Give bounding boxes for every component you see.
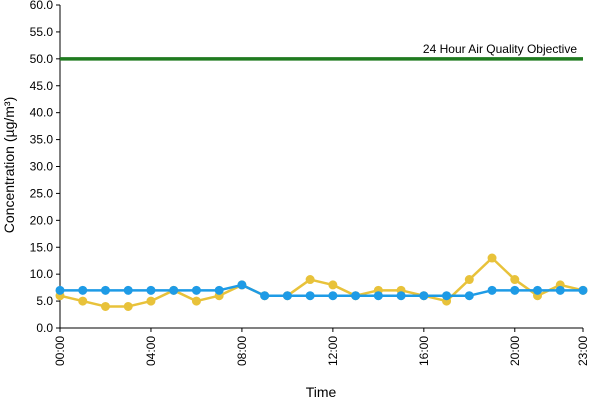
series-1-point bbox=[487, 253, 497, 263]
x-tick-label: 23:00 bbox=[576, 336, 590, 366]
series-2-point bbox=[351, 291, 361, 301]
series-2-point bbox=[419, 291, 429, 301]
series-group bbox=[55, 253, 588, 311]
series-2-point bbox=[533, 285, 543, 295]
series-1-point bbox=[100, 301, 110, 311]
series-1-point bbox=[146, 296, 156, 306]
y-axis-title: Concentration (µg/m³) bbox=[1, 97, 17, 233]
series-2-point bbox=[55, 285, 65, 295]
x-tick-label: 20:00 bbox=[508, 336, 522, 366]
series-2-point bbox=[487, 285, 497, 295]
series-2-point bbox=[191, 285, 201, 295]
y-tick-label: 45.0 bbox=[30, 79, 54, 93]
series-1-point bbox=[123, 301, 133, 311]
series-2-point bbox=[555, 285, 565, 295]
y-tick-label: 60.0 bbox=[30, 0, 54, 12]
y-tick-label: 30.0 bbox=[30, 160, 54, 174]
y-tick-label: 20.0 bbox=[30, 213, 54, 227]
series-2-point bbox=[282, 291, 292, 301]
y-tick-label: 40.0 bbox=[30, 106, 54, 120]
y-tick-label: 0.0 bbox=[36, 321, 53, 335]
series-2-line bbox=[60, 283, 583, 297]
series-1-point bbox=[78, 296, 88, 306]
y-tick-label: 10.0 bbox=[30, 267, 54, 281]
series-2-point bbox=[214, 285, 224, 295]
series-2-point bbox=[373, 291, 383, 301]
series-2-point bbox=[78, 285, 88, 295]
series-2-point bbox=[442, 291, 452, 301]
x-axis-ticks: 00:00 04:00 08:00 12:00 16:00 20:00 23:00 bbox=[53, 328, 590, 366]
series-1-point bbox=[510, 275, 520, 285]
series-1-point bbox=[191, 296, 201, 306]
y-tick-label: 55.0 bbox=[30, 25, 54, 39]
series-2-point bbox=[260, 291, 270, 301]
series-2-point bbox=[123, 285, 133, 295]
reference-line-group: 24 Hour Air Quality Objective bbox=[60, 42, 583, 61]
series-2-point bbox=[305, 291, 315, 301]
y-tick-label: 5.0 bbox=[36, 294, 53, 308]
series-2-point bbox=[146, 285, 156, 295]
y-tick-label: 25.0 bbox=[30, 186, 54, 200]
series-2-point bbox=[510, 285, 520, 295]
x-tick-label: 16:00 bbox=[417, 336, 431, 366]
series-2-point bbox=[578, 285, 588, 295]
series-1-point bbox=[328, 280, 338, 290]
y-tick-label: 35.0 bbox=[30, 133, 54, 147]
series-1-point bbox=[464, 275, 474, 285]
series-1-point bbox=[305, 275, 315, 285]
series-2-point bbox=[464, 291, 474, 301]
y-axis-ticks: 0.0 5.0 10.0 15.0 20.0 25.0 30.0 35.0 40.0 45.0 50… bbox=[30, 0, 60, 335]
x-tick-label: 12:00 bbox=[326, 336, 340, 366]
x-axis-title: Time bbox=[306, 384, 337, 400]
series-2-point bbox=[396, 291, 406, 301]
series-1-line bbox=[59, 256, 584, 308]
series-2-point bbox=[237, 280, 247, 290]
x-tick-label: 00:00 bbox=[53, 336, 67, 366]
series-2-point bbox=[328, 291, 338, 301]
y-tick-label: 15.0 bbox=[30, 240, 54, 254]
series-2-point bbox=[169, 285, 179, 295]
reference-line-label: 24 Hour Air Quality Objective bbox=[423, 42, 577, 56]
x-tick-label: 04:00 bbox=[144, 336, 158, 366]
x-tick-label: 08:00 bbox=[235, 336, 249, 366]
series-2-point bbox=[100, 285, 110, 295]
y-tick-label: 50.0 bbox=[30, 52, 54, 66]
